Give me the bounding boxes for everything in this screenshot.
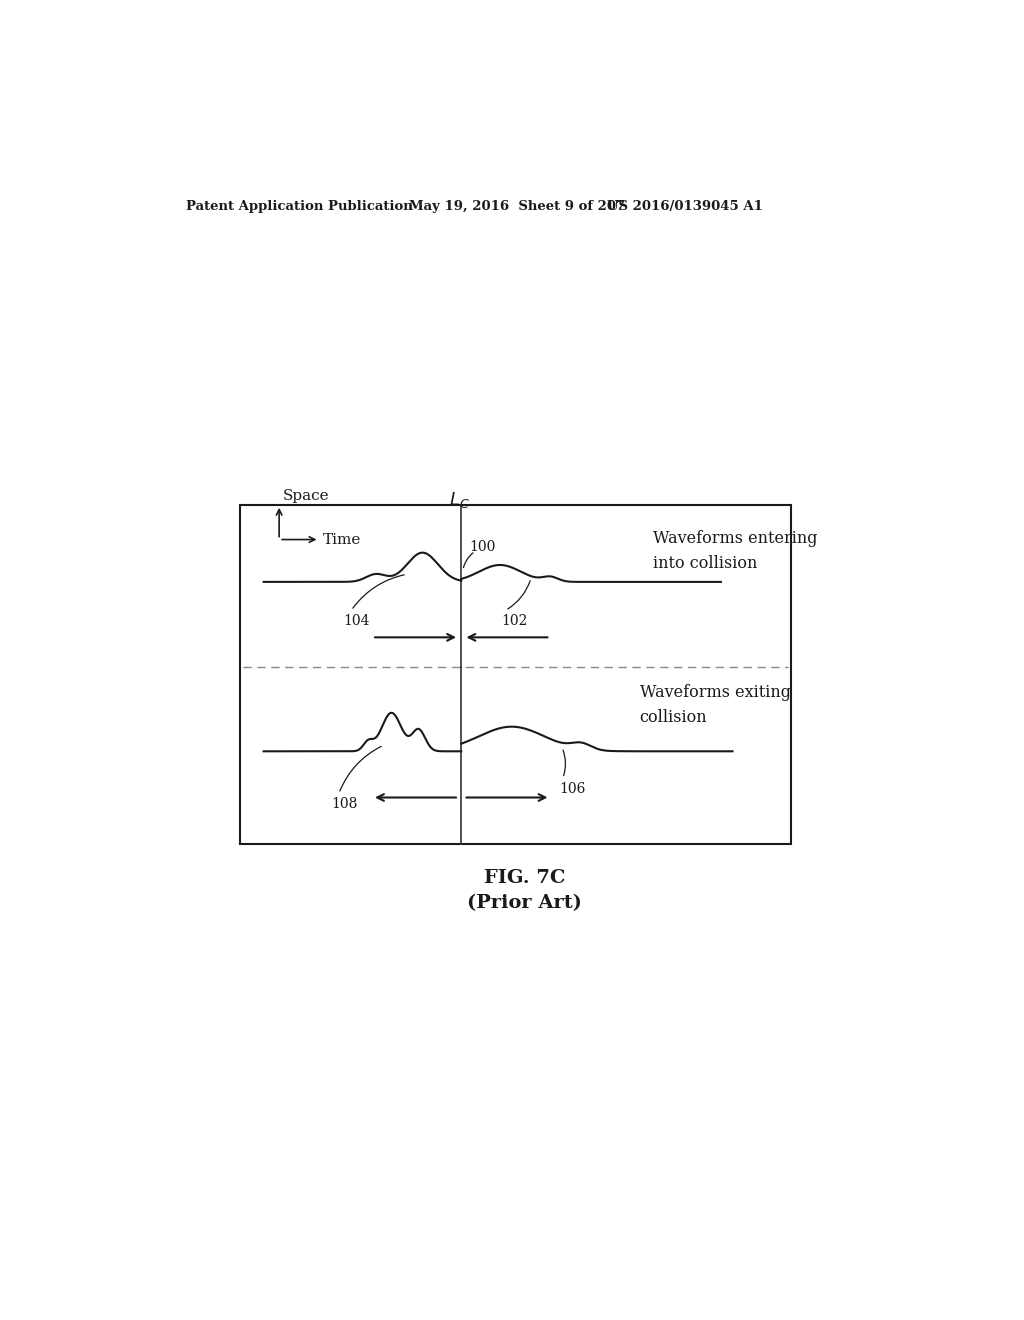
Text: 100: 100: [469, 540, 496, 554]
Text: Waveforms exiting
collision: Waveforms exiting collision: [640, 684, 791, 726]
Bar: [241, 506, 791, 843]
Text: 102: 102: [502, 614, 528, 628]
Text: (Prior Art): (Prior Art): [467, 894, 583, 912]
Text: Waveforms entering
into collision: Waveforms entering into collision: [653, 531, 818, 572]
Text: 104: 104: [343, 614, 370, 628]
Text: May 19, 2016  Sheet 9 of 207: May 19, 2016 Sheet 9 of 207: [410, 199, 626, 213]
Text: $L_C$: $L_C$: [450, 490, 470, 511]
Text: 108: 108: [331, 797, 357, 812]
Text: 106: 106: [559, 781, 586, 796]
Text: US 2016/0139045 A1: US 2016/0139045 A1: [607, 199, 763, 213]
Text: FIG. 7C: FIG. 7C: [484, 870, 565, 887]
Text: Space: Space: [283, 488, 330, 503]
Text: Patent Application Publication: Patent Application Publication: [186, 199, 413, 213]
Text: Time: Time: [323, 532, 360, 546]
